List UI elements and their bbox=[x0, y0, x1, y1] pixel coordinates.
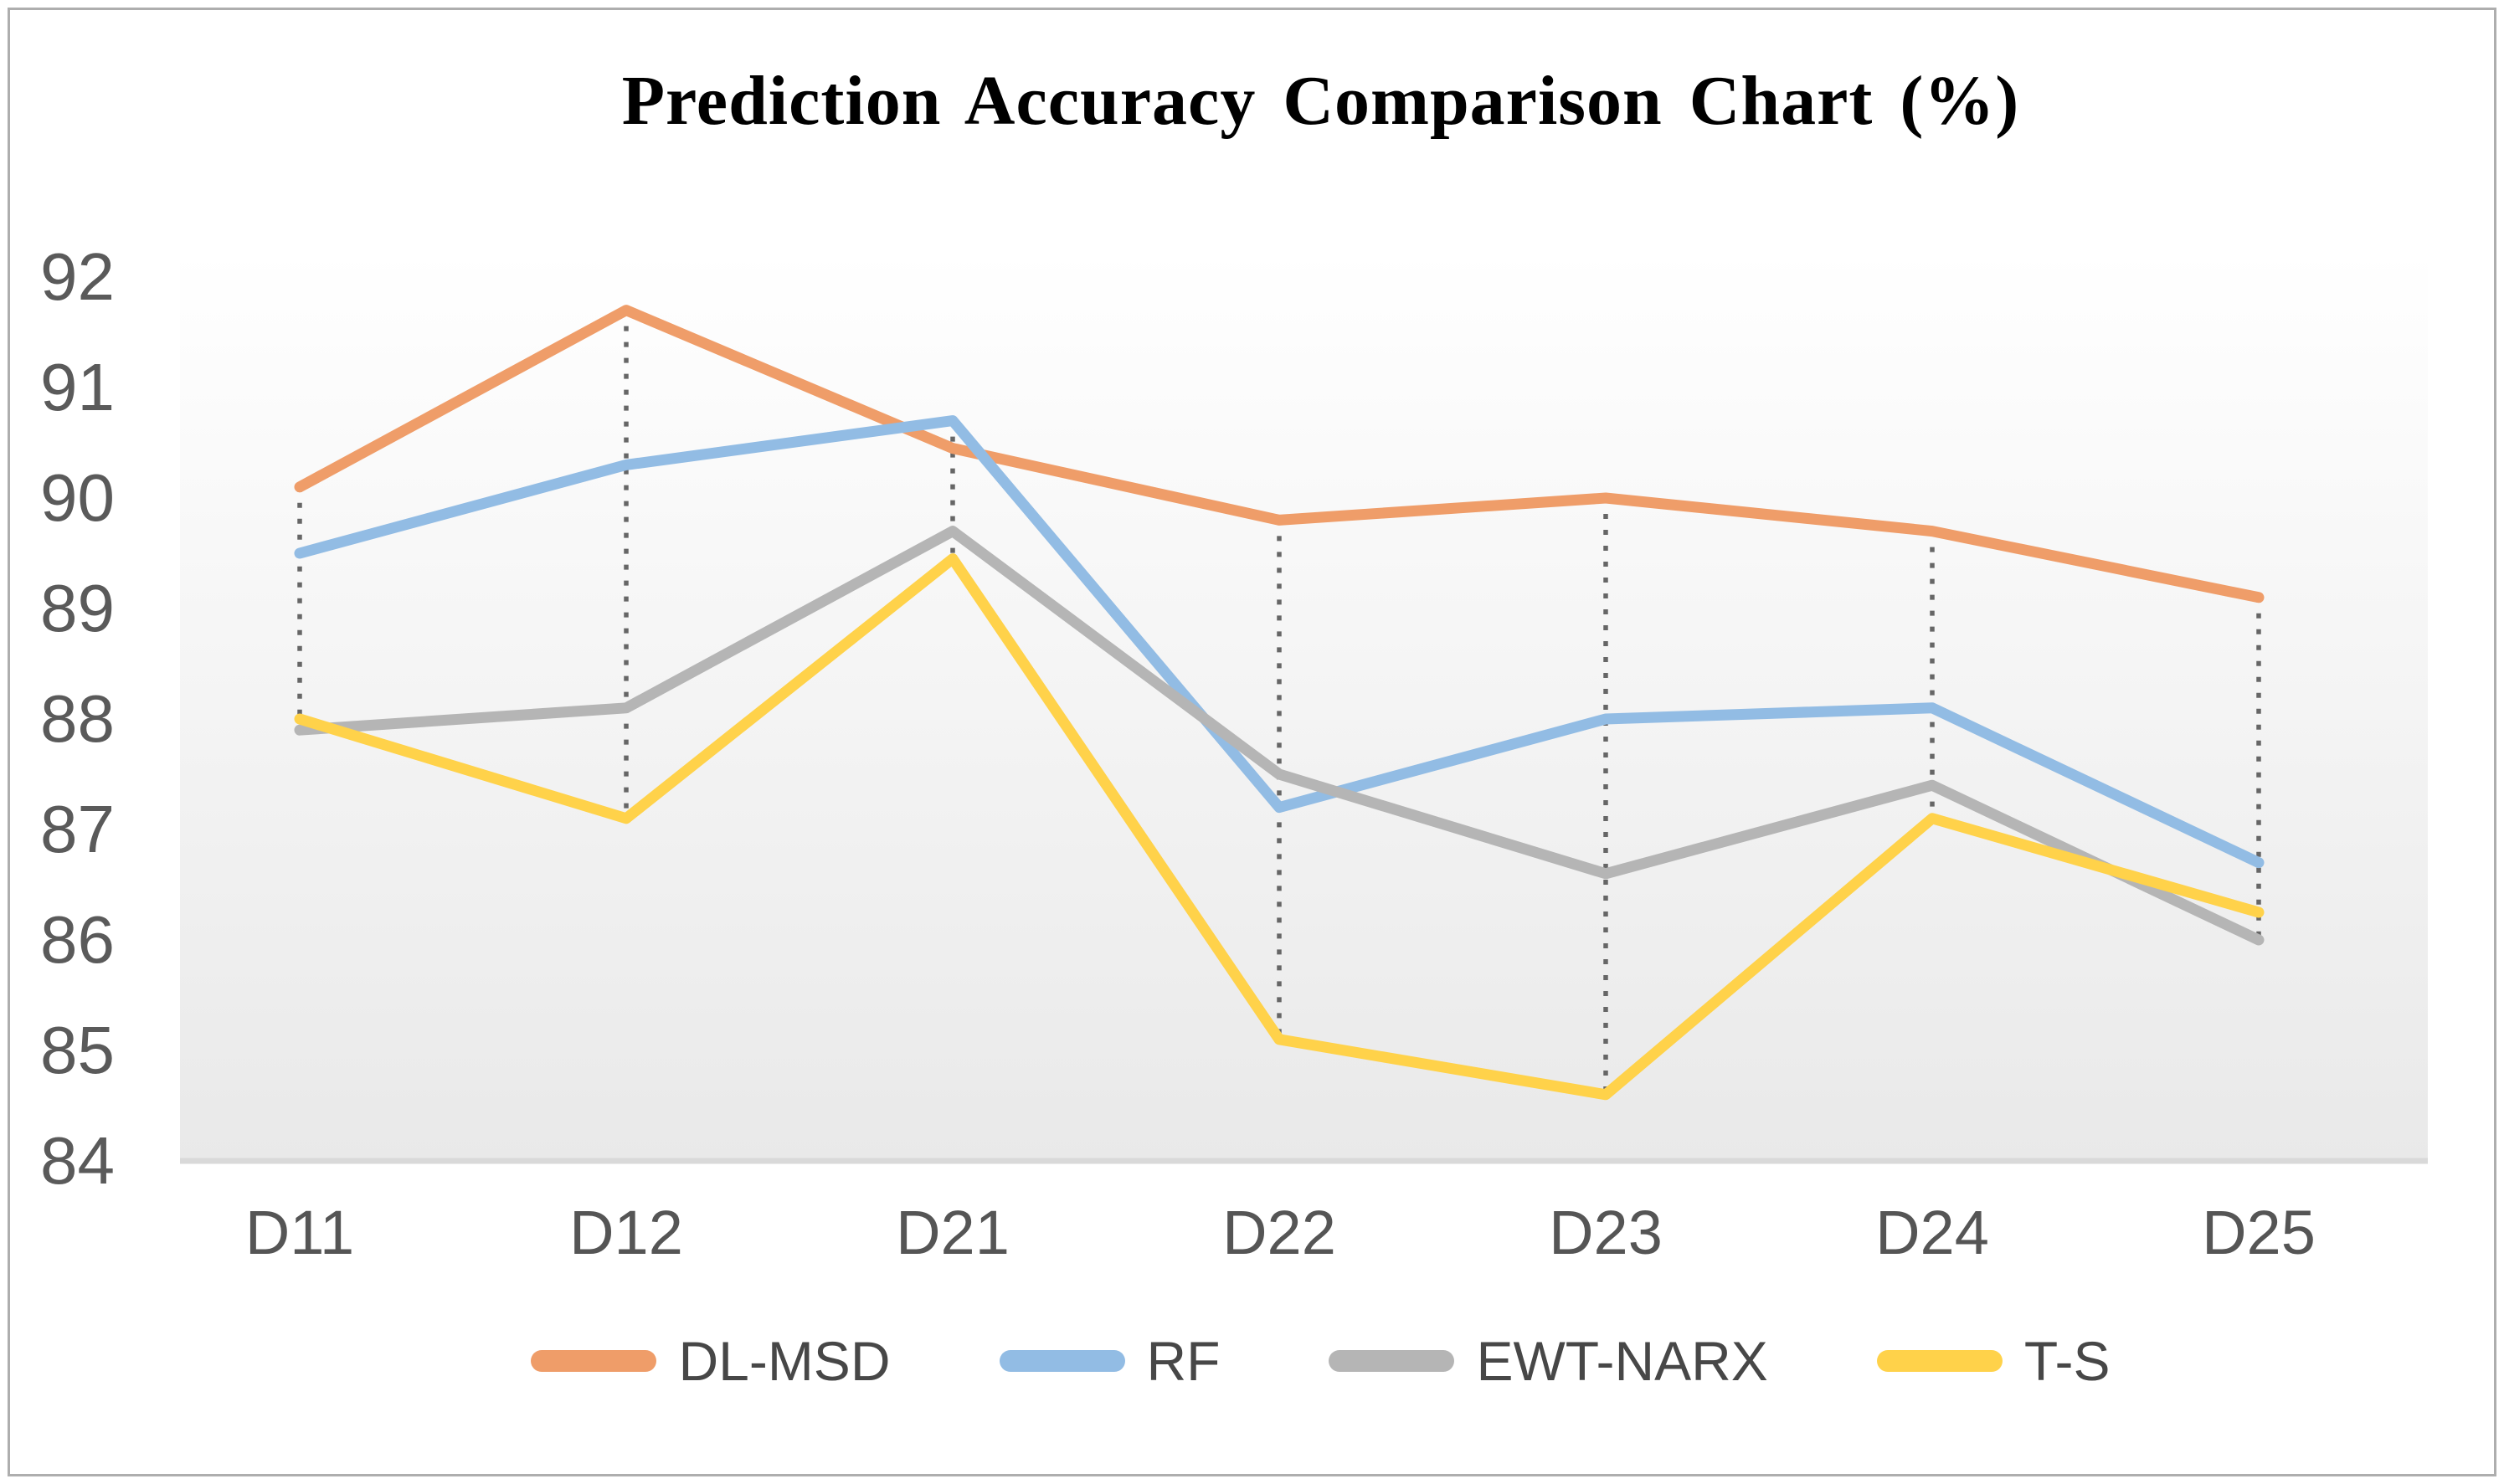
y-tick-label: 85 bbox=[40, 1013, 115, 1087]
legend-label-dl-msd: DL-MSD bbox=[678, 1330, 891, 1392]
legend-item-rf: RF bbox=[999, 1329, 1221, 1393]
y-tick-label: 84 bbox=[40, 1123, 115, 1198]
legend-swatch-t-s bbox=[1876, 1350, 2003, 1372]
legend-item-ewt-narx: EWT-NARX bbox=[1329, 1329, 1768, 1393]
x-tick-label: D12 bbox=[569, 1198, 683, 1267]
x-tick-label: D25 bbox=[2202, 1198, 2316, 1267]
plot-area bbox=[180, 251, 2428, 1161]
legend-swatch-dl-msd bbox=[531, 1350, 657, 1372]
y-tick-label: 91 bbox=[40, 350, 115, 424]
x-tick-label: D21 bbox=[896, 1198, 1010, 1267]
legend-swatch-ewt-narx bbox=[1329, 1350, 1455, 1372]
y-tick-label: 87 bbox=[40, 792, 115, 866]
legend-swatch-rf bbox=[999, 1350, 1125, 1372]
y-tick-label: 92 bbox=[40, 239, 115, 314]
legend-label-rf: RF bbox=[1146, 1330, 1221, 1392]
chart-title: Prediction Accuracy Comparison Chart (%) bbox=[621, 62, 2020, 140]
x-tick-label: D22 bbox=[1222, 1198, 1336, 1267]
y-tick-label: 86 bbox=[40, 902, 115, 977]
y-tick-label: 89 bbox=[40, 571, 115, 645]
legend-item-t-s: T-S bbox=[1876, 1329, 2111, 1393]
x-tick-label: D24 bbox=[1875, 1198, 1989, 1267]
x-tick-label: D11 bbox=[244, 1198, 355, 1267]
x-tick-label: D23 bbox=[1549, 1198, 1663, 1267]
legend-item-dl-msd: DL-MSD bbox=[531, 1329, 891, 1393]
legend-label-ewt-narx: EWT-NARX bbox=[1476, 1330, 1768, 1392]
legend-label-t-s: T-S bbox=[2023, 1330, 2111, 1392]
series-line-t-s bbox=[294, 553, 2265, 1101]
series-line-dl-msd bbox=[294, 305, 2265, 603]
series-line-ewt-narx bbox=[294, 526, 2265, 946]
y-tick-label: 90 bbox=[40, 460, 115, 535]
y-tick-label: 88 bbox=[40, 681, 115, 756]
series-line-rf bbox=[294, 415, 2265, 869]
legend: DL-MSD RF EWT-NARX T-S bbox=[180, 1329, 2461, 1393]
